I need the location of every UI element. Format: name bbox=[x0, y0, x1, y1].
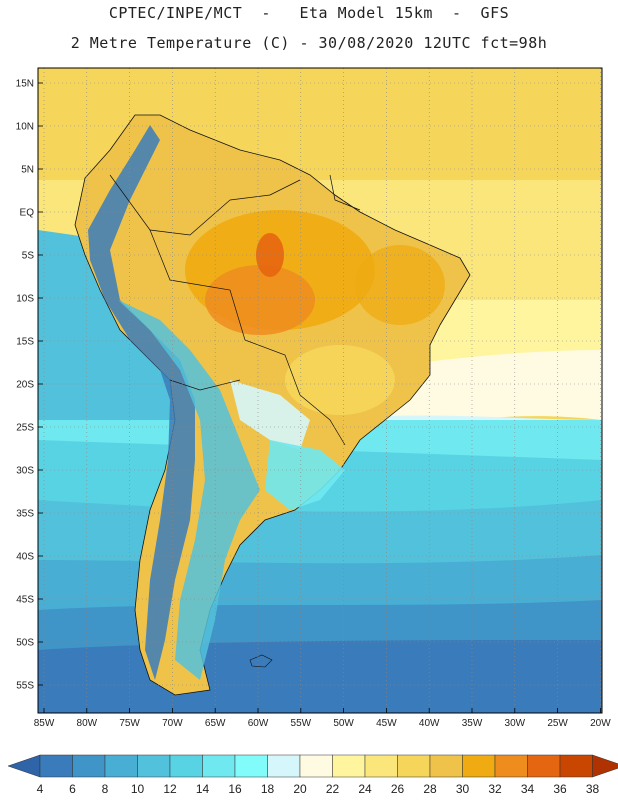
colorbar-level-label: 10 bbox=[131, 782, 145, 796]
colorbar-swatch bbox=[299, 754, 333, 778]
lat-tick-label: 40S bbox=[16, 552, 34, 563]
colorbar-level-label: 24 bbox=[358, 782, 372, 796]
lon-tick-label: 25W bbox=[547, 718, 568, 729]
colorbar-level-label: 34 bbox=[521, 782, 535, 796]
colorbar-swatch bbox=[72, 754, 106, 778]
colorbar-level-label: 6 bbox=[69, 782, 76, 796]
lat-tick-label: 30S bbox=[16, 466, 34, 477]
colorbar-swatch bbox=[364, 754, 398, 778]
colorbar-underflow-arrow bbox=[7, 754, 41, 778]
colorbar-overflow-arrow bbox=[592, 754, 618, 778]
colorbar-level-label: 30 bbox=[456, 782, 470, 796]
border-paraguay bbox=[299, 394, 346, 446]
colorbar-level-label: 14 bbox=[196, 782, 210, 796]
lon-tick-label: 70W bbox=[162, 718, 183, 729]
lat-tick-label: 10N bbox=[16, 122, 34, 133]
colorbar-swatch bbox=[397, 754, 431, 778]
border-colombia bbox=[109, 174, 231, 236]
border-peru-brazil bbox=[149, 229, 246, 341]
lon-tick-label: 20W bbox=[590, 718, 611, 729]
temperature-field bbox=[38, 68, 602, 713]
colorbar-swatch bbox=[332, 754, 366, 778]
lat-tick-label: 55S bbox=[16, 681, 34, 692]
map-frame bbox=[37, 67, 603, 714]
lat-tick-label: 20S bbox=[16, 380, 34, 391]
northeast-warm-zone bbox=[355, 245, 445, 325]
colorbar-level-label: 20 bbox=[293, 782, 307, 796]
colorbar-level-label: 8 bbox=[102, 782, 109, 796]
colorbar-level-label: 38 bbox=[586, 782, 600, 796]
lon-tick-label: 40W bbox=[419, 718, 440, 729]
lon-tick-label: 85W bbox=[34, 718, 55, 729]
border-bolivia bbox=[244, 339, 301, 396]
colorbar-swatch bbox=[429, 754, 463, 778]
colorbar-swatch bbox=[202, 754, 236, 778]
longitude-axis: 85W 80W 75W 70W 65W 60W 55W 50W 45W 40W 35W 30W 25W 2… bbox=[34, 708, 611, 729]
lon-tick-label: 35W bbox=[462, 718, 483, 729]
colorbar-level-label: 16 bbox=[228, 782, 242, 796]
lat-tick-label: 15S bbox=[16, 337, 34, 348]
falkland-islands bbox=[249, 654, 273, 668]
lon-tick-label: 50W bbox=[333, 718, 354, 729]
lat-tick-label: 10S bbox=[16, 294, 34, 305]
colorbar-swatch bbox=[267, 754, 301, 778]
chaco-pale-zone bbox=[230, 380, 310, 450]
colorbar-swatch bbox=[234, 754, 268, 778]
colorbar-level-label: 18 bbox=[261, 782, 275, 796]
colorbar-swatch bbox=[137, 754, 171, 778]
andes-cold-zone bbox=[88, 125, 195, 680]
lat-tick-label: 5S bbox=[22, 251, 35, 262]
country-borders bbox=[109, 174, 361, 446]
lat-tick-label: 45S bbox=[16, 595, 34, 606]
chart-title-line-2: 2 Metre Temperature (C) - 30/08/2020 12U… bbox=[70, 34, 548, 52]
lon-tick-label: 30W bbox=[505, 718, 526, 729]
colorbar-level-label: 4 bbox=[37, 782, 44, 796]
lon-tick-label: 60W bbox=[248, 718, 269, 729]
lon-tick-label: 55W bbox=[291, 718, 312, 729]
colorbar-level-label: 22 bbox=[326, 782, 340, 796]
border-chile-argentina bbox=[169, 379, 241, 391]
colorbar-swatch bbox=[494, 754, 528, 778]
latitude-axis: 15N 10N 5N EQ 5S 10S 15S 20S 25S 30S 35S 40S 45S 50S 5… bbox=[16, 79, 43, 692]
southeast-mild-zone bbox=[285, 345, 395, 415]
border-guianas bbox=[329, 174, 361, 211]
hot-zone bbox=[205, 265, 315, 335]
lat-tick-label: 25S bbox=[16, 423, 34, 434]
colorbar-swatch bbox=[462, 754, 496, 778]
uruguay-cyan-zone bbox=[265, 440, 345, 510]
lat-tick-label: 15N bbox=[16, 79, 34, 90]
lon-tick-label: 80W bbox=[77, 718, 98, 729]
lon-tick-label: 75W bbox=[119, 718, 140, 729]
lon-tick-label: 65W bbox=[205, 718, 226, 729]
colorbar-level-label: 12 bbox=[163, 782, 177, 796]
lat-tick-label: 35S bbox=[16, 509, 34, 520]
lat-tick-label: 5N bbox=[21, 165, 34, 176]
colorbar-swatch bbox=[104, 754, 138, 778]
colorbar-level-label: 36 bbox=[553, 782, 567, 796]
colorbar-swatch bbox=[169, 754, 203, 778]
lat-tick-label: EQ bbox=[20, 208, 35, 219]
colorbar-swatch bbox=[527, 754, 561, 778]
border-venezuela bbox=[229, 179, 301, 201]
colorbar-swatch bbox=[559, 754, 593, 778]
colorbar-level-label: 28 bbox=[423, 782, 437, 796]
colorbar: 4 6 8 10 12 14 16 18 20 22 24 26 28 30 32 34 36 38 bbox=[7, 754, 618, 796]
colorbar-swatch bbox=[39, 754, 73, 778]
colorbar-level-label: 26 bbox=[391, 782, 405, 796]
temperature-band-south-4 bbox=[38, 640, 602, 713]
chart-title-line-1: CPTEC/INPE/MCT - Eta Model 15km - GFS bbox=[108, 4, 510, 22]
southern-cone-cool-zone bbox=[118, 300, 260, 680]
lat-tick-label: 50S bbox=[16, 638, 34, 649]
colorbar-level-label: 32 bbox=[488, 782, 502, 796]
lon-tick-label: 45W bbox=[376, 718, 397, 729]
